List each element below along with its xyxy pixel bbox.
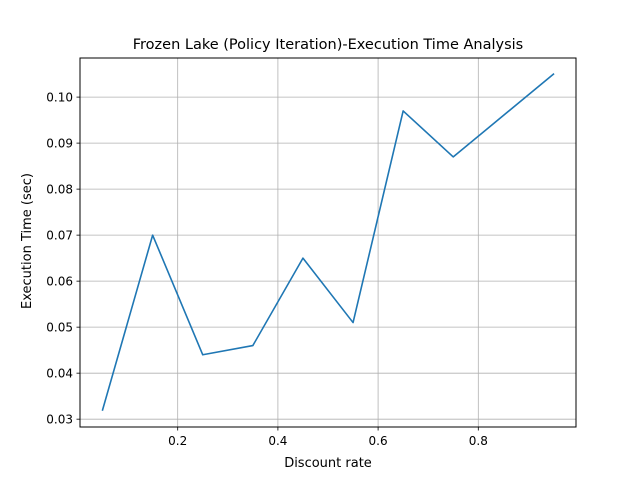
y-tick-label: 0.07	[46, 228, 73, 242]
y-tick-label: 0.08	[46, 182, 73, 196]
x-tick-label: 0.2	[168, 434, 187, 448]
series-line	[101, 72, 555, 411]
y-axis-label: Execution Time (sec)	[20, 173, 35, 309]
chart-title: Frozen Lake (Policy Iteration)-Execution…	[133, 37, 523, 53]
x-axis-label: Discount rate	[284, 456, 372, 471]
y-tick-label: 0.05	[46, 320, 73, 334]
x-tick-label: 0.8	[469, 434, 488, 448]
y-tick-label: 0.04	[46, 366, 73, 380]
grid-lines	[80, 58, 576, 427]
y-tick-label: 0.03	[46, 412, 73, 426]
plot-area-frame	[79, 57, 577, 428]
x-tick-label: 0.4	[268, 434, 287, 448]
series-layer	[101, 72, 555, 411]
y-tick-label: 0.06	[46, 274, 73, 288]
y-tick-label: 0.10	[46, 90, 73, 104]
y-tick-label: 0.09	[46, 136, 73, 150]
axis-ticks: 0.2 0.4 0.6 0.8 0.03 0.04 0.05 0.06 0.07 0.08 0.09…	[46, 90, 488, 448]
x-tick-label: 0.6	[369, 434, 388, 448]
